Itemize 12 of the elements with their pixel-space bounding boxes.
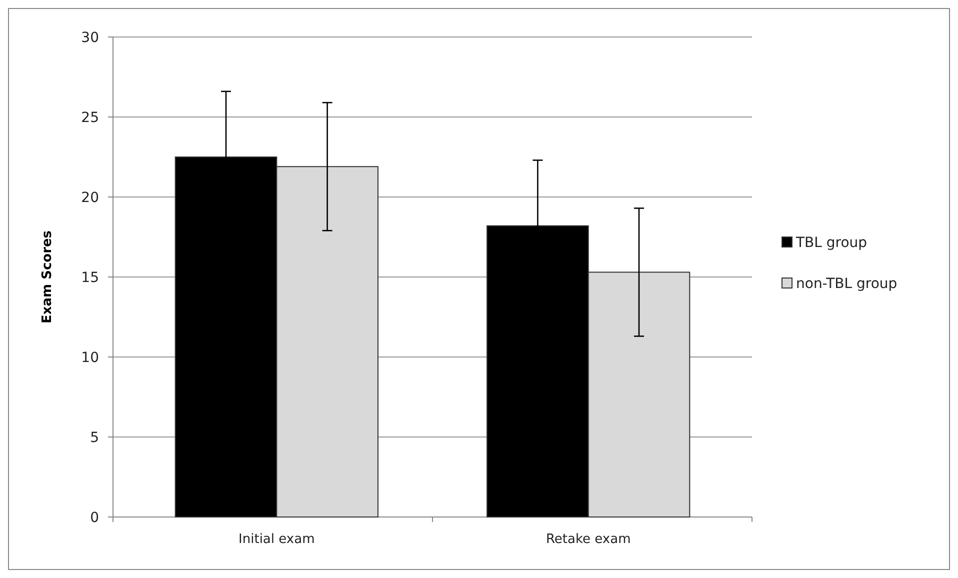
y-axis-title: Exam Scores [40,230,55,324]
y-tick-label: 25 [81,110,99,126]
x-tick-label: Initial exam [238,532,315,547]
x-tick-label: Retake exam [546,532,631,547]
legend-label: non-TBL group [796,276,898,292]
y-tick-label: 15 [81,270,99,286]
legend-label: TBL group [795,234,868,251]
y-tick-label: 0 [90,510,99,526]
y-tick-label: 10 [81,350,99,366]
y-tick-label: 30 [81,30,99,46]
y-tick-label: 20 [81,190,99,206]
y-tick-label: 5 [90,430,99,446]
